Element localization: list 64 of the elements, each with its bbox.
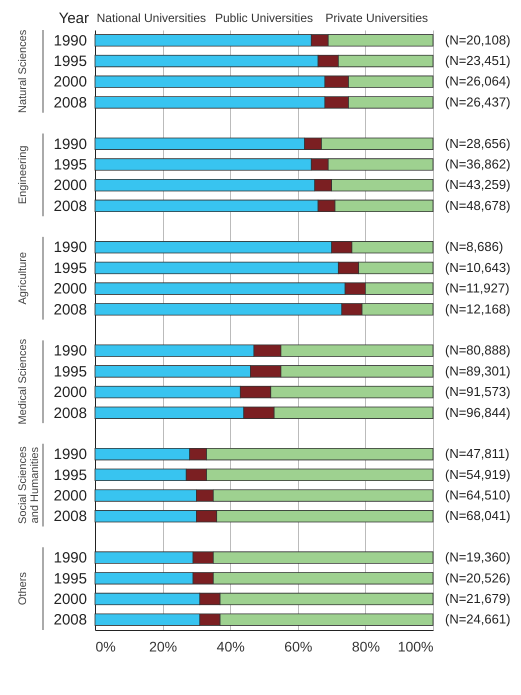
text: (N=96,844): [445, 404, 510, 420]
y-tick-label: 2008: [54, 508, 87, 526]
y-tick-label: 1990: [54, 239, 87, 256]
text: (N=20,108): [445, 32, 510, 48]
text: (N=23,451): [445, 53, 510, 68]
y-tick-label: 2000: [54, 590, 87, 608]
y-tick-label: 2000: [54, 74, 87, 91]
text: (N=36,862): [445, 156, 510, 172]
series-label: National Universities: [96, 11, 206, 25]
y-tick-label: 2008: [54, 94, 87, 112]
y-tick-label: 2008: [54, 301, 87, 318]
text: (N=20,526): [445, 570, 510, 586]
text: (N=91,573): [445, 384, 510, 400]
x-tick-label: 80%: [352, 638, 380, 654]
text: (N=10,643): [445, 260, 510, 275]
y-axis-title: Year: [58, 10, 89, 27]
text: Engineering: [17, 145, 29, 204]
text: (N=80,888): [445, 342, 510, 358]
text: Social Sciences and Humanities: [17, 446, 41, 524]
text: (N=48,678): [445, 198, 510, 213]
y-tick-label: 2000: [54, 280, 87, 298]
y-tick-label: 2000: [54, 384, 87, 402]
y-tick-label: 1995: [54, 570, 87, 588]
text: (N=19,360): [445, 550, 510, 565]
text: (N=28,656): [445, 136, 510, 151]
y-tick-label: 1995: [54, 260, 87, 277]
text: Natural Sciences: [17, 29, 29, 113]
y-tick-label: 2000: [54, 488, 87, 505]
y-tick-label: 2008: [54, 612, 87, 629]
text: (N=68,041): [445, 508, 510, 524]
y-tick-label: 1995: [54, 53, 87, 70]
text: (N=54,919): [445, 466, 510, 482]
series-label: Public Universities: [214, 11, 314, 25]
y-tick-label: 1995: [54, 466, 87, 484]
text: Agriculture: [17, 252, 29, 305]
y-tick-label: 2008: [54, 404, 87, 422]
y-tick-label: 1990: [54, 136, 87, 153]
x-tick-label: 40%: [216, 638, 245, 654]
text: (N=8,686): [445, 239, 504, 254]
y-tick-label: 1990: [54, 32, 87, 50]
y-tick-label: 1990: [54, 446, 87, 464]
series-label: Private Universities: [325, 11, 428, 25]
text: (N=21,679): [445, 590, 510, 606]
y-tick-label: 2008: [54, 198, 87, 215]
text: (N=43,259): [445, 177, 510, 192]
text: (N=12,168): [445, 301, 510, 316]
y-tick-label: 1995: [54, 156, 87, 174]
text: (N=89,301): [445, 363, 510, 378]
text: (N=26,064): [445, 74, 510, 89]
y-tick-label: 1990: [54, 342, 87, 360]
text: (N=47,811): [445, 446, 510, 462]
y-tick-label: 2000: [54, 177, 87, 194]
x-tick-label: 20%: [149, 638, 178, 654]
text: Medical Sciences: [17, 338, 29, 425]
x-tick-label: 100%: [398, 638, 434, 654]
y-tick-label: 1990: [54, 550, 87, 567]
x-tick-label: 60%: [284, 638, 312, 654]
text: (N=11,927): [445, 280, 510, 296]
text: (N=64,510): [445, 488, 510, 503]
text: (N=24,661): [445, 612, 510, 627]
y-tick-label: 1995: [54, 363, 87, 380]
text: Others: [17, 572, 29, 606]
text: (N=26,437): [445, 94, 510, 110]
x-tick-label: 0%: [96, 638, 116, 654]
